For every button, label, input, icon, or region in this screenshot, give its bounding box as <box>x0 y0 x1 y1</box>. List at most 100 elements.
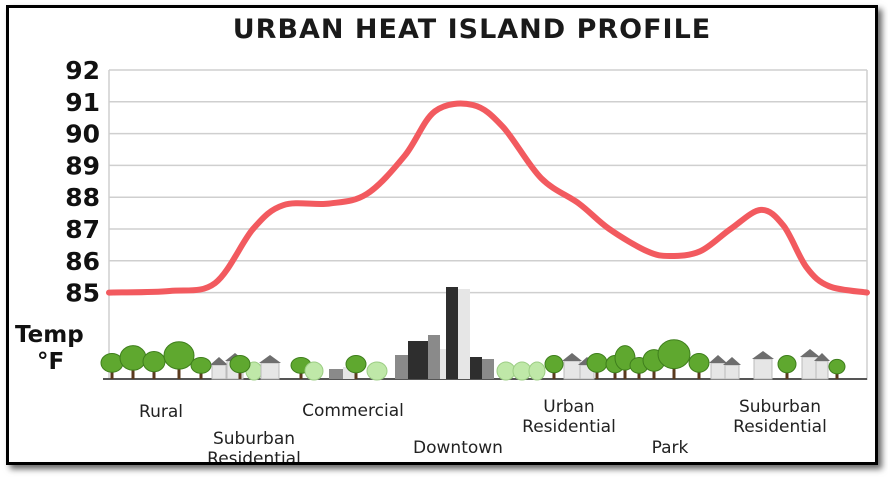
tree-crown <box>544 354 564 374</box>
building <box>329 369 345 379</box>
house <box>723 357 741 380</box>
tree-crown <box>586 353 608 373</box>
tree-trunk <box>177 361 181 379</box>
tree <box>119 345 147 379</box>
house-roof <box>723 357 741 365</box>
y-tick-label: 85 <box>65 279 100 308</box>
zone-label-line: Residential <box>207 449 301 462</box>
y-tick-label: 91 <box>65 88 100 117</box>
city-skyline-illustration <box>100 287 867 381</box>
house-wall <box>211 364 227 380</box>
tree-trunk <box>110 367 114 379</box>
tree-crown <box>828 358 846 375</box>
tree-crown <box>229 354 251 374</box>
house <box>562 353 582 380</box>
zone-label: Urban Residential <box>522 397 616 437</box>
tree-crown <box>142 351 166 373</box>
chart-title: URBAN HEAT ISLAND PROFILE <box>233 14 712 45</box>
house-roof <box>562 353 582 361</box>
building <box>482 359 494 379</box>
y-axis-label-line2: °F <box>37 349 64 375</box>
building <box>408 341 428 379</box>
zone-label-line: Suburban <box>213 429 295 449</box>
chart-frame: URBAN HEAT ISLAND PROFILE 92 91 90 89 88 87 86… <box>6 5 878 465</box>
zone-label-line: Commercial <box>302 401 404 421</box>
tree <box>190 356 212 379</box>
tree <box>688 353 710 379</box>
tree-trunk <box>637 369 641 379</box>
tree-trunk <box>299 369 303 379</box>
zone-label-line: Urban <box>543 397 594 417</box>
y-axis-label-line1: Temp <box>15 322 84 348</box>
house <box>210 357 228 380</box>
zone-label-line: Residential <box>522 417 616 437</box>
house <box>709 355 727 380</box>
y-tick-label: 86 <box>65 247 100 276</box>
house-wall <box>753 358 773 380</box>
house-roof <box>259 355 281 363</box>
y-tick-label: 87 <box>65 215 100 244</box>
building <box>428 335 440 379</box>
tree-trunk <box>835 370 839 379</box>
tree <box>142 351 166 379</box>
zone-label-line: Residential <box>733 417 827 437</box>
y-tick-label: 90 <box>65 120 100 149</box>
shrub <box>528 361 546 381</box>
series-layer <box>106 100 870 296</box>
zone-label-line: Rural <box>139 402 183 422</box>
tree-trunk <box>354 368 358 379</box>
zone-label: Downtown <box>413 438 503 458</box>
building <box>395 355 409 379</box>
house-wall <box>710 362 726 380</box>
house <box>259 355 281 380</box>
house-roof <box>800 349 820 357</box>
tree-trunk <box>623 363 627 379</box>
tree-crown <box>688 353 710 373</box>
shrub <box>496 361 516 381</box>
tree <box>828 358 846 379</box>
house-roof <box>709 355 727 363</box>
house-wall <box>724 364 740 380</box>
tree <box>544 354 564 379</box>
house <box>814 353 830 380</box>
house-wall <box>563 360 581 380</box>
zone-label: Park <box>652 438 689 458</box>
tree-trunk <box>697 367 701 379</box>
zone-label-line: Suburban <box>739 397 821 417</box>
zone-label: Suburban Residential <box>207 429 301 462</box>
building <box>458 289 470 379</box>
tree <box>586 353 608 379</box>
tree-trunk <box>152 366 156 379</box>
tree <box>777 354 797 379</box>
tree-crown <box>163 341 195 370</box>
tree <box>657 339 691 379</box>
tree <box>163 341 195 379</box>
tree-trunk <box>238 368 242 379</box>
house <box>752 351 774 380</box>
house-roof <box>814 353 830 361</box>
y-tick-label: 89 <box>65 151 100 180</box>
building <box>440 349 450 379</box>
y-tick-label: 88 <box>65 183 100 212</box>
tree-crown <box>345 354 367 374</box>
y-tick-label: 92 <box>65 56 100 85</box>
grid <box>108 69 868 380</box>
temperature-line <box>106 100 870 296</box>
shrub <box>304 361 324 381</box>
tree-trunk <box>672 361 676 379</box>
tree-trunk <box>652 365 656 379</box>
house-roof <box>752 351 774 359</box>
tree-crown <box>657 339 691 370</box>
shrub <box>512 361 532 381</box>
tree <box>345 354 367 379</box>
tree-trunk <box>613 368 617 379</box>
tree <box>229 354 251 379</box>
tree-trunk <box>131 363 135 379</box>
zone-label: Rural <box>139 402 183 422</box>
tree-trunk <box>595 367 599 379</box>
tree-trunk <box>199 369 203 379</box>
house-wall <box>260 362 280 380</box>
